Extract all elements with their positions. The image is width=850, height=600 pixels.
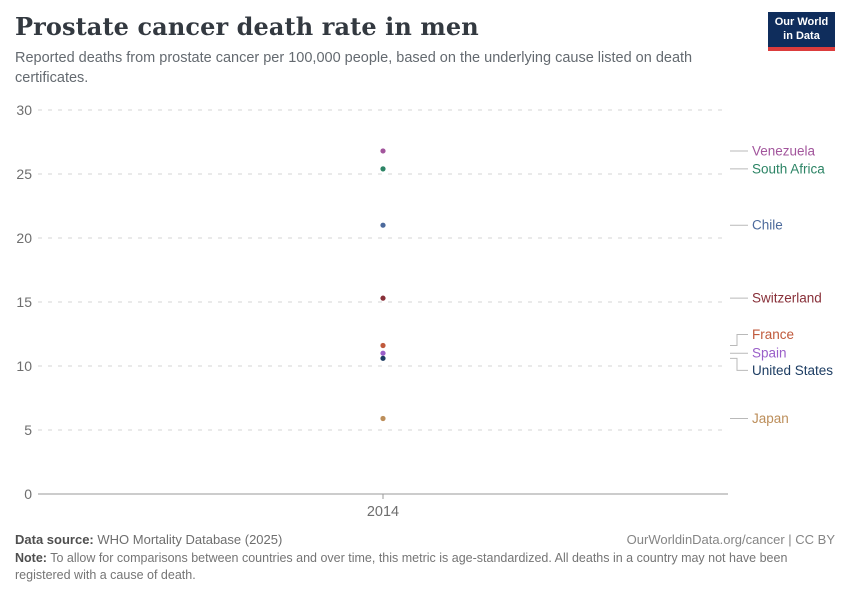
data-source-label: Data source:: [15, 532, 94, 547]
data-point-venezuela[interactable]: [380, 148, 386, 154]
series-label-united-states[interactable]: United States: [752, 363, 833, 378]
label-connector-elbow: [730, 357, 748, 371]
y-tick-label-15: 15: [16, 294, 32, 310]
series-label-spain[interactable]: Spain: [752, 346, 787, 361]
data-point-japan[interactable]: [380, 415, 386, 422]
data-point-south-africa[interactable]: [380, 166, 386, 172]
series-label-south-africa[interactable]: South Africa: [752, 161, 825, 176]
data-point-united-states[interactable]: [380, 355, 386, 361]
owid-cancer-link[interactable]: OurWorldinData.org/cancer | CC BY: [626, 532, 835, 547]
series-label-france[interactable]: France: [752, 327, 794, 342]
y-tick-label-5: 5: [24, 422, 32, 438]
y-tick-label-0: 0: [24, 486, 32, 502]
chart-note: Note: To allow for comparisons between c…: [15, 550, 835, 584]
y-tick-label-10: 10: [16, 358, 32, 374]
series-label-venezuela[interactable]: Venezuela: [752, 143, 816, 158]
y-tick-label-25: 25: [16, 166, 32, 182]
data-point-spain[interactable]: [380, 350, 386, 356]
series-label-switzerland[interactable]: Switzerland: [752, 291, 822, 306]
page-subtitle: Reported deaths from prostate cancer per…: [15, 50, 693, 86]
page-title: Prostate cancer death rate in men: [15, 12, 479, 41]
label-connector-elbow: [730, 334, 748, 347]
note-text: To allow for comparisons between countri…: [15, 551, 788, 582]
chart-header: Prostate cancer death rate in men Report…: [15, 12, 835, 89]
owid-logo-line1: Our World: [774, 16, 829, 29]
chart-footer: Data source: WHO Mortality Database (202…: [15, 532, 835, 584]
data-source: Data source: WHO Mortality Database (202…: [15, 532, 282, 547]
y-tick-label-20: 20: [16, 230, 32, 246]
data-point-switzerland[interactable]: [380, 295, 386, 301]
series-label-japan[interactable]: Japan: [752, 411, 789, 426]
y-tick-label-30: 30: [16, 102, 32, 118]
note-label: Note:: [15, 551, 47, 565]
series-label-chile[interactable]: Chile: [752, 218, 783, 233]
data-source-text: WHO Mortality Database (2025): [97, 532, 283, 547]
owid-logo[interactable]: Our World in Data: [768, 12, 835, 51]
owid-logo-line2: in Data: [783, 29, 820, 42]
x-tick-label: 2014: [367, 504, 399, 520]
data-point-france[interactable]: [380, 342, 386, 349]
data-point-chile[interactable]: [380, 222, 386, 228]
